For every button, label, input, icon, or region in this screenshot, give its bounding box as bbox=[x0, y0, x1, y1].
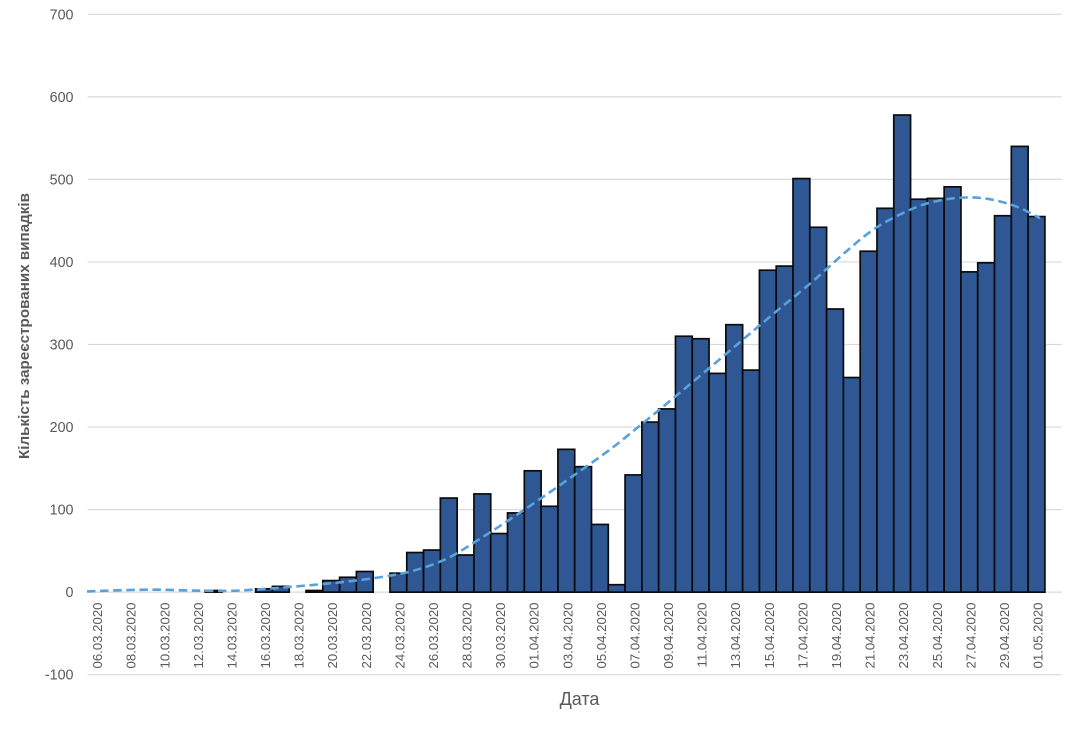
svg-text:17.04.2020: 17.04.2020 bbox=[795, 603, 810, 669]
svg-text:Кількість зареєстрованих випад: Кількість зареєстрованих випадків bbox=[16, 193, 33, 459]
svg-text:03.04.2020: 03.04.2020 bbox=[560, 603, 575, 669]
svg-text:06.03.2020: 06.03.2020 bbox=[90, 603, 105, 669]
svg-text:26.03.2020: 26.03.2020 bbox=[426, 603, 441, 669]
svg-text:14.03.2020: 14.03.2020 bbox=[224, 603, 239, 669]
svg-text:Дата: Дата bbox=[560, 689, 601, 709]
svg-text:23.04.2020: 23.04.2020 bbox=[896, 603, 911, 669]
svg-text:-100: -100 bbox=[45, 668, 74, 684]
svg-text:07.04.2020: 07.04.2020 bbox=[627, 603, 642, 669]
svg-text:09.04.2020: 09.04.2020 bbox=[661, 603, 676, 669]
svg-text:300: 300 bbox=[50, 338, 74, 354]
svg-text:11.04.2020: 11.04.2020 bbox=[695, 603, 710, 668]
svg-text:21.04.2020: 21.04.2020 bbox=[863, 603, 878, 669]
svg-text:24.03.2020: 24.03.2020 bbox=[392, 603, 407, 669]
svg-text:13.04.2020: 13.04.2020 bbox=[728, 603, 743, 669]
svg-text:01.04.2020: 01.04.2020 bbox=[527, 603, 542, 669]
svg-text:05.04.2020: 05.04.2020 bbox=[594, 603, 609, 669]
svg-text:12.03.2020: 12.03.2020 bbox=[191, 603, 206, 669]
svg-text:08.03.2020: 08.03.2020 bbox=[124, 603, 139, 669]
svg-text:29.04.2020: 29.04.2020 bbox=[997, 603, 1012, 669]
svg-text:30.03.2020: 30.03.2020 bbox=[493, 603, 508, 669]
svg-text:10.03.2020: 10.03.2020 bbox=[157, 603, 172, 669]
svg-text:600: 600 bbox=[50, 90, 74, 106]
svg-text:0: 0 bbox=[66, 585, 74, 601]
svg-text:16.03.2020: 16.03.2020 bbox=[258, 603, 273, 669]
svg-text:100: 100 bbox=[50, 503, 74, 519]
svg-text:200: 200 bbox=[50, 420, 74, 436]
svg-text:22.03.2020: 22.03.2020 bbox=[359, 603, 374, 669]
svg-text:500: 500 bbox=[50, 172, 74, 188]
svg-text:19.04.2020: 19.04.2020 bbox=[829, 603, 844, 669]
svg-text:01.05.2020: 01.05.2020 bbox=[1031, 603, 1046, 669]
svg-text:28.03.2020: 28.03.2020 bbox=[460, 603, 475, 669]
svg-text:25.04.2020: 25.04.2020 bbox=[930, 603, 945, 669]
svg-text:15.04.2020: 15.04.2020 bbox=[762, 603, 777, 669]
svg-text:400: 400 bbox=[50, 255, 74, 271]
svg-text:18.03.2020: 18.03.2020 bbox=[292, 603, 307, 669]
svg-text:27.04.2020: 27.04.2020 bbox=[963, 603, 978, 669]
svg-text:700: 700 bbox=[50, 7, 74, 23]
svg-text:20.03.2020: 20.03.2020 bbox=[325, 603, 340, 669]
